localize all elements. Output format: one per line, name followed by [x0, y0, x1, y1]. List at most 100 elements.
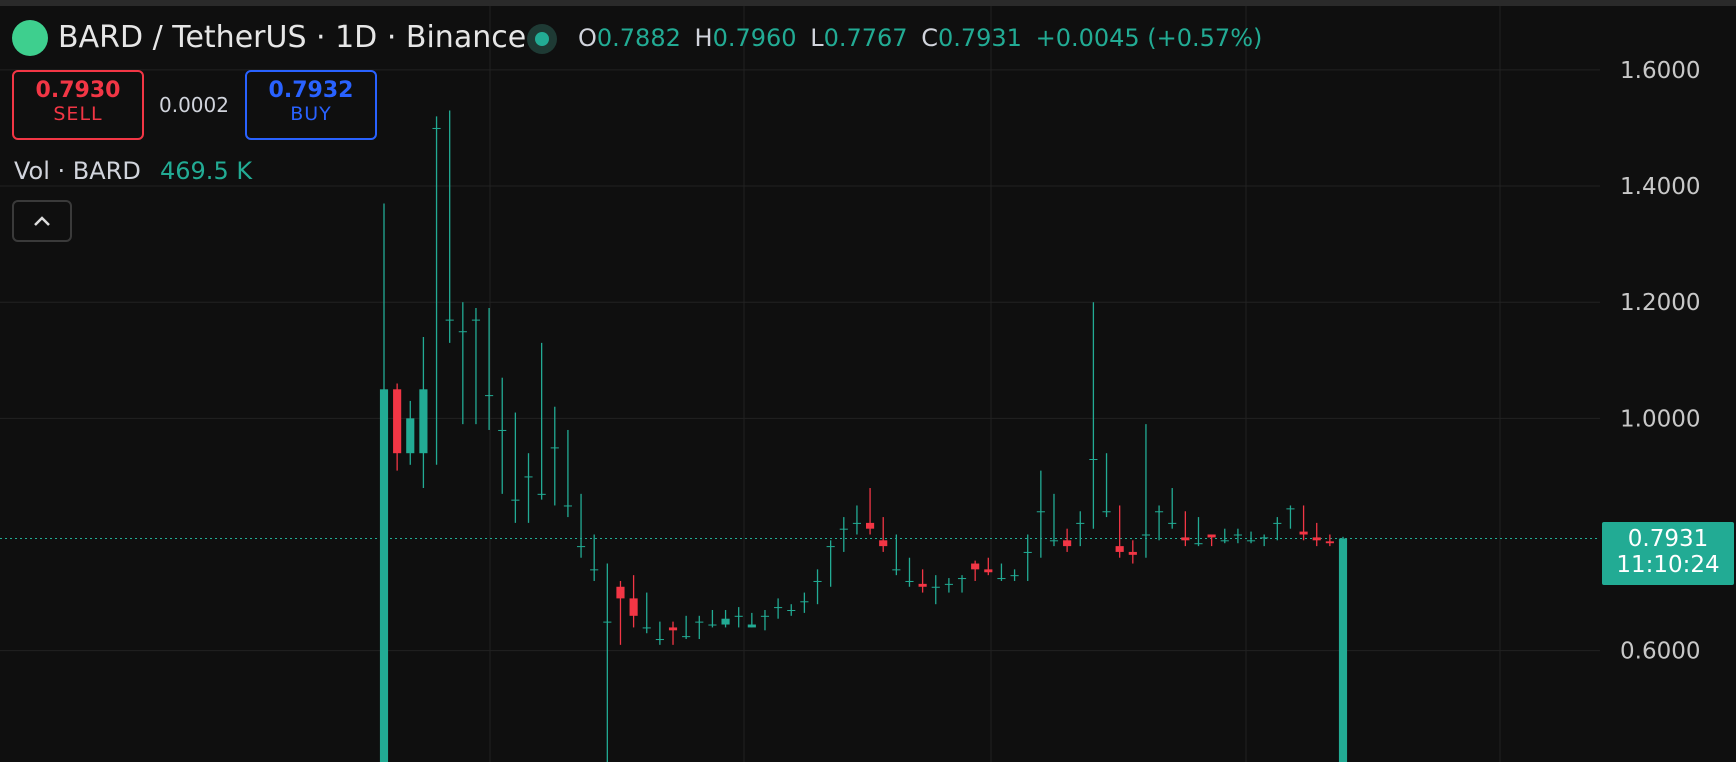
- candle-body: [800, 601, 809, 603]
- candle-body: [747, 624, 756, 628]
- buy-label: BUY: [290, 103, 332, 125]
- candle-body: [1246, 540, 1256, 542]
- candle-body: [1299, 531, 1308, 535]
- candle-body: [971, 563, 980, 570]
- candle-body: [576, 546, 586, 548]
- candles: [379, 110, 1348, 762]
- candle-body: [1338, 538, 1348, 762]
- candle-body: [590, 569, 599, 571]
- y-tick-label: 1.4000: [1620, 174, 1700, 200]
- candle-body: [432, 127, 441, 129]
- ohlc: O0.7882 H0.7960 L0.7767 C0.7931 +0.0045 …: [578, 24, 1262, 52]
- candle-body: [931, 586, 940, 588]
- h-label: H: [694, 24, 713, 52]
- buy-price: 0.7932: [268, 78, 354, 103]
- candle-body: [1115, 546, 1124, 552]
- candle-body: [445, 319, 454, 321]
- candle-body: [1089, 459, 1098, 460]
- y-tick-label: 0.6000: [1620, 639, 1700, 665]
- candle-body: [879, 540, 888, 547]
- price-grid: [0, 69, 1600, 652]
- candle-body: [984, 569, 993, 573]
- candle-body: [957, 578, 967, 580]
- candle-body: [1063, 540, 1072, 547]
- candle-body: [511, 499, 520, 501]
- candle-body: [708, 624, 717, 626]
- candle-body: [498, 429, 507, 431]
- last-price: 0.7931: [1627, 526, 1709, 552]
- price-label: 0.7931 11:10:24: [1602, 522, 1734, 585]
- candle-body: [1036, 511, 1045, 513]
- candle-body: [774, 607, 783, 609]
- candle-body: [550, 447, 559, 449]
- candle-body: [1010, 575, 1019, 577]
- sell-price: 0.7930: [35, 78, 121, 103]
- candle-body: [760, 615, 770, 617]
- candle-body: [1155, 511, 1164, 513]
- candle-body: [563, 505, 572, 507]
- buy-button[interactable]: 0.7932 BUY: [245, 70, 377, 140]
- countdown: 11:10:24: [1616, 552, 1720, 578]
- candle-body: [1128, 551, 1137, 555]
- c-label: C: [921, 24, 938, 52]
- candle-body: [1049, 540, 1059, 542]
- candle-body: [852, 522, 862, 524]
- candle-body: [616, 586, 625, 599]
- candle-body: [1102, 511, 1111, 513]
- o-label: O: [578, 24, 597, 52]
- l-label: L: [810, 24, 824, 52]
- candle-body: [787, 610, 796, 611]
- candle-body: [419, 389, 428, 454]
- candle-body: [1076, 522, 1085, 524]
- candle-body: [642, 627, 651, 629]
- c-value: 0.7931: [937, 24, 1022, 52]
- candle-body: [1168, 522, 1177, 524]
- sell-label: SELL: [53, 103, 103, 125]
- y-tick-label: 1.0000: [1620, 406, 1700, 432]
- l-value: 0.7767: [823, 24, 908, 52]
- candle-body: [1181, 537, 1190, 541]
- candle-body: [668, 627, 678, 631]
- candle-body: [1312, 537, 1321, 541]
- h-value: 0.7960: [712, 24, 797, 52]
- candle-body: [839, 528, 848, 530]
- collapse-button[interactable]: [12, 200, 72, 242]
- candle-body: [458, 331, 467, 333]
- candle-body: [734, 615, 743, 617]
- symbol-icon: [12, 20, 48, 56]
- candle-body: [471, 319, 481, 321]
- status-dot: [527, 24, 557, 54]
- top-bar: [0, 0, 1736, 6]
- candle-body: [905, 580, 914, 582]
- price-axis: 1.6000 1.4000 1.2000 1.0000 0.6000: [1620, 58, 1700, 665]
- candle-body: [1325, 541, 1334, 544]
- candle-body: [695, 621, 704, 623]
- candle-body: [629, 598, 638, 616]
- candle-body: [826, 546, 835, 548]
- candle-body: [1260, 537, 1269, 539]
- candle-body: [865, 522, 875, 529]
- chevron: [34, 216, 50, 226]
- candle-body: [721, 618, 730, 625]
- candle-body: [406, 418, 415, 454]
- volume-label: Vol · BARD: [14, 157, 141, 185]
- candle-body: [918, 583, 927, 587]
- candle-body: [944, 583, 953, 585]
- candle-body: [682, 636, 691, 638]
- y-tick-label: 1.6000: [1620, 58, 1700, 84]
- candle-body: [892, 569, 901, 571]
- symbol-title: BARD / TetherUS · 1D · Binance: [58, 20, 527, 55]
- candle-body: [655, 639, 664, 641]
- candle-body: [1286, 508, 1295, 510]
- candle-body: [537, 493, 546, 495]
- candle-body: [524, 476, 533, 478]
- candle-body: [379, 389, 389, 762]
- candle-body: [1273, 522, 1282, 524]
- volume-value: 469.5 K: [160, 157, 253, 185]
- candle-body: [1141, 534, 1151, 536]
- sell-button[interactable]: 0.7930 SELL: [12, 70, 144, 140]
- y-tick-label: 1.2000: [1620, 290, 1700, 316]
- spread: 0.0002: [159, 93, 229, 117]
